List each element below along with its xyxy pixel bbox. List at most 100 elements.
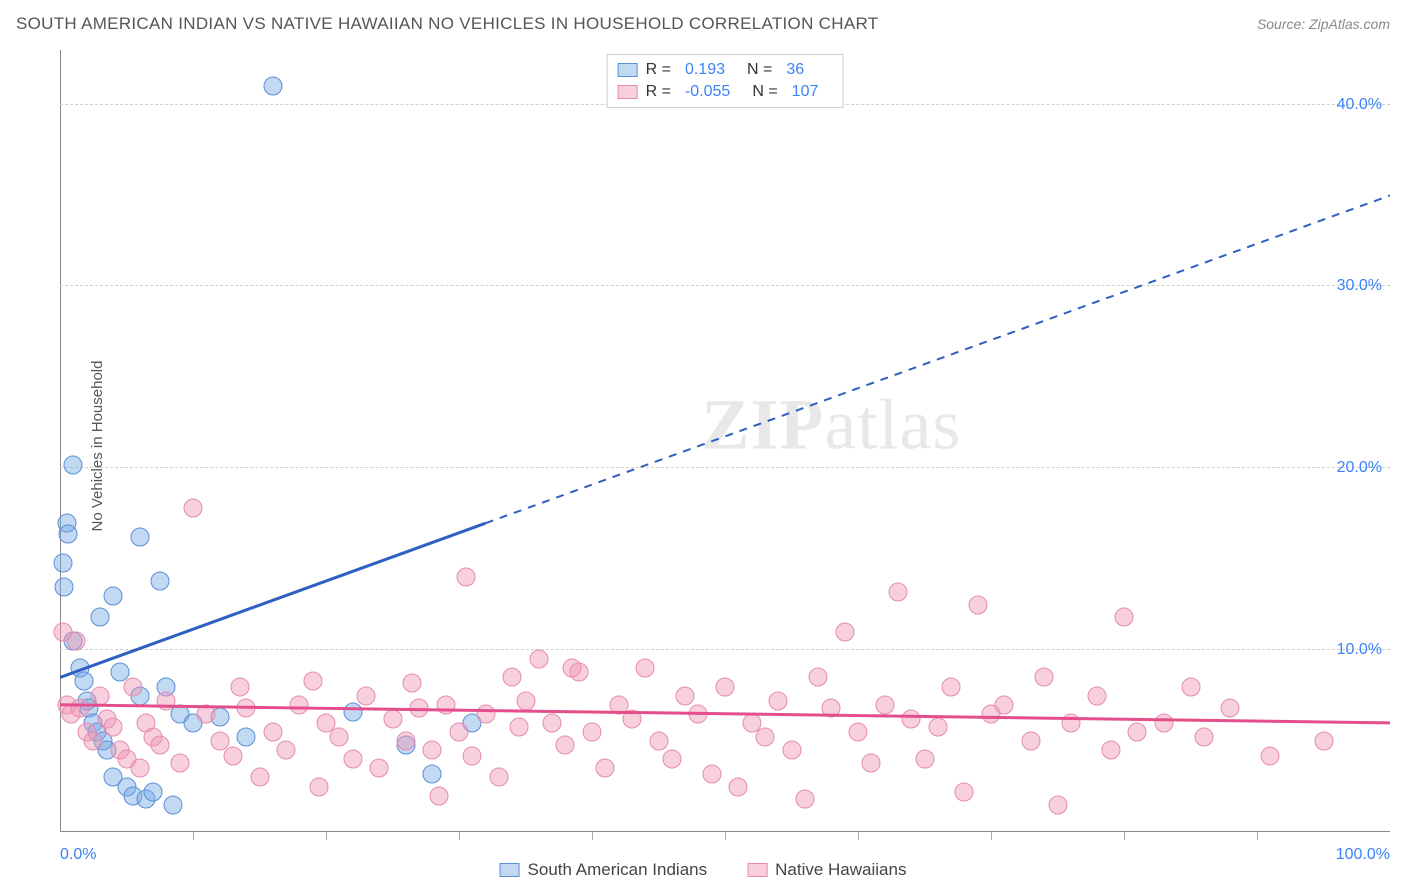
x-minor-tick xyxy=(592,832,593,840)
data-point-nh xyxy=(622,710,641,729)
data-point-nh xyxy=(230,677,249,696)
x-minor-tick xyxy=(459,832,460,840)
data-point-sai xyxy=(423,764,442,783)
data-point-nh xyxy=(150,735,169,754)
data-point-nh xyxy=(915,750,934,769)
data-point-nh xyxy=(543,713,562,732)
data-point-sai xyxy=(58,524,77,543)
legend-label-nh: Native Hawaiians xyxy=(775,860,906,880)
source-label: Source: ZipAtlas.com xyxy=(1257,16,1390,32)
trend-solid-nh xyxy=(60,705,1390,723)
x-tick-label: 0.0% xyxy=(60,846,96,864)
data-point-nh xyxy=(463,746,482,765)
data-point-nh xyxy=(423,741,442,760)
data-point-nh xyxy=(370,759,389,778)
x-minor-tick xyxy=(1124,832,1125,840)
data-point-nh xyxy=(197,704,216,723)
data-point-nh xyxy=(66,632,85,651)
data-point-nh xyxy=(343,750,362,769)
data-point-nh xyxy=(170,753,189,772)
data-point-sai xyxy=(104,586,123,605)
data-point-nh xyxy=(403,673,422,692)
data-point-nh xyxy=(782,741,801,760)
data-point-sai xyxy=(64,455,83,474)
data-point-nh xyxy=(1194,728,1213,747)
data-point-sai xyxy=(150,572,169,591)
data-point-nh xyxy=(509,717,528,736)
trend-lines-svg xyxy=(60,50,1390,832)
data-point-nh xyxy=(184,499,203,518)
data-point-nh xyxy=(356,686,375,705)
r-label-nh: R = xyxy=(646,81,671,103)
chart-plot-area: ZIPatlas R = 0.193 N = 36 R = -0.055 N =… xyxy=(60,50,1390,832)
r-value-sai: 0.193 xyxy=(685,59,725,81)
data-point-nh xyxy=(383,710,402,729)
data-point-nh xyxy=(124,677,143,696)
data-point-nh xyxy=(84,732,103,751)
data-point-nh xyxy=(942,677,961,696)
data-point-nh xyxy=(569,662,588,681)
data-point-nh xyxy=(556,735,575,754)
swatch-sai-2 xyxy=(500,863,520,877)
n-value-nh: 107 xyxy=(792,81,819,103)
data-point-nh xyxy=(716,677,735,696)
legend-item-nh: Native Hawaiians xyxy=(747,860,906,880)
y-tick-label: 20.0% xyxy=(1337,459,1382,477)
data-point-nh xyxy=(1115,608,1134,627)
data-point-sai xyxy=(263,77,282,96)
data-point-nh xyxy=(902,710,921,729)
data-point-nh xyxy=(450,722,469,741)
data-point-nh xyxy=(1101,741,1120,760)
data-point-nh xyxy=(849,722,868,741)
y-tick-label: 40.0% xyxy=(1337,96,1382,114)
gridline-h xyxy=(60,285,1390,286)
data-point-nh xyxy=(1181,677,1200,696)
x-minor-tick xyxy=(725,832,726,840)
trend-solid-sai xyxy=(60,523,486,677)
watermark: ZIPatlas xyxy=(701,384,961,467)
data-point-sai xyxy=(74,672,93,691)
data-point-nh xyxy=(769,692,788,711)
data-point-nh xyxy=(503,668,522,687)
data-point-nh xyxy=(995,695,1014,714)
data-point-nh xyxy=(596,759,615,778)
r-label-sai: R = xyxy=(646,59,671,81)
data-point-nh xyxy=(263,722,282,741)
data-point-nh xyxy=(410,699,429,718)
data-point-nh xyxy=(968,595,987,614)
data-point-nh xyxy=(1261,746,1280,765)
data-point-nh xyxy=(529,650,548,669)
data-point-nh xyxy=(396,732,415,751)
data-point-nh xyxy=(250,768,269,787)
data-point-nh xyxy=(809,668,828,687)
data-point-nh xyxy=(1048,795,1067,814)
trend-dashed-sai xyxy=(486,195,1390,523)
data-point-nh xyxy=(1035,668,1054,687)
data-point-nh xyxy=(1221,699,1240,718)
data-point-nh xyxy=(649,732,668,751)
x-minor-tick xyxy=(326,832,327,840)
data-point-sai xyxy=(90,608,109,627)
data-point-nh xyxy=(456,568,475,587)
n-label-nh: N = xyxy=(752,81,777,103)
stats-legend: R = 0.193 N = 36 R = -0.055 N = 107 xyxy=(607,54,844,108)
data-point-nh xyxy=(729,777,748,796)
data-point-nh xyxy=(104,717,123,736)
data-point-nh xyxy=(636,659,655,678)
watermark-rest: atlas xyxy=(824,385,961,465)
data-point-sai xyxy=(130,528,149,547)
data-point-nh xyxy=(430,786,449,805)
x-minor-tick xyxy=(1257,832,1258,840)
y-tick-label: 30.0% xyxy=(1337,277,1382,295)
legend-label-sai: South American Indians xyxy=(528,860,708,880)
n-value-sai: 36 xyxy=(786,59,804,81)
x-minor-tick xyxy=(858,832,859,840)
swatch-nh xyxy=(618,85,638,99)
data-point-nh xyxy=(1088,686,1107,705)
swatch-sai xyxy=(618,63,638,77)
data-point-sai xyxy=(343,702,362,721)
data-point-nh xyxy=(157,692,176,711)
data-point-sai xyxy=(144,783,163,802)
data-point-nh xyxy=(862,753,881,772)
data-point-nh xyxy=(303,672,322,691)
